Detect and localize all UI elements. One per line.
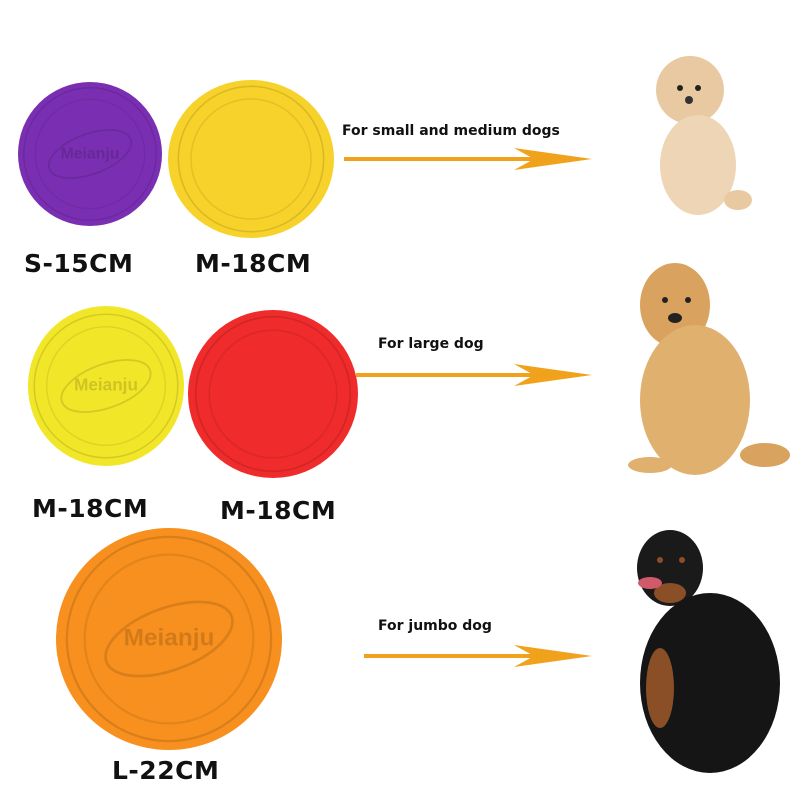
- arrow-icon: [356, 364, 592, 386]
- arrow-icon: [364, 645, 592, 667]
- poodle-dog-image: [656, 56, 752, 215]
- svg-text:Meianju: Meianju: [74, 375, 138, 395]
- frisbee-orange: Meianju: [56, 528, 282, 750]
- frisbee-red: [188, 310, 358, 478]
- frisbee-yellow: Meianju: [28, 306, 184, 466]
- frisbee-purple: Meianju: [18, 82, 162, 226]
- caption: For large dog: [378, 336, 484, 352]
- size-label: M-18CM: [220, 496, 337, 525]
- size-label: S-15CM: [24, 249, 134, 278]
- rottweiler-dog-image: [637, 530, 780, 773]
- caption: For small and medium dogs: [342, 123, 560, 139]
- frisbee-yellow-plain: [168, 80, 334, 238]
- size-label: M-18CM: [195, 249, 312, 278]
- svg-text:Meianju: Meianju: [124, 625, 215, 652]
- size-label: M-18CM: [32, 494, 149, 523]
- arrow-icon: [344, 148, 592, 170]
- svg-text:Meianju: Meianju: [61, 145, 120, 162]
- caption: For jumbo dog: [378, 618, 492, 634]
- golden-retriever-dog-image: [628, 263, 790, 475]
- size-label: L-22CM: [112, 756, 220, 785]
